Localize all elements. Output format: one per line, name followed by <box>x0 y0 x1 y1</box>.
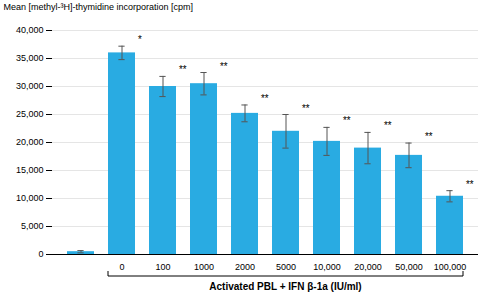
svg-text:2000: 2000 <box>235 262 255 272</box>
svg-text:**: ** <box>301 103 310 114</box>
svg-text:**: ** <box>178 64 187 75</box>
svg-text:25,000: 25,000 <box>16 109 44 119</box>
svg-text:5000: 5000 <box>276 262 296 272</box>
svg-text:1000: 1000 <box>194 262 214 272</box>
svg-text:0: 0 <box>38 249 43 259</box>
svg-text:**: ** <box>260 93 269 104</box>
svg-text:100: 100 <box>155 262 170 272</box>
svg-text:0: 0 <box>119 262 124 272</box>
svg-text:10,000: 10,000 <box>313 262 341 272</box>
svg-text:15,000: 15,000 <box>16 165 44 175</box>
svg-text:**: ** <box>219 61 228 72</box>
svg-text:**: ** <box>424 131 433 142</box>
svg-text:20,000: 20,000 <box>16 137 44 147</box>
svg-text:30,000: 30,000 <box>16 81 44 91</box>
svg-text:20,000: 20,000 <box>354 262 382 272</box>
svg-text:40,000: 40,000 <box>16 25 44 35</box>
svg-text:Mean [methyl-³H]-thymidine inc: Mean [methyl-³H]-thymidine incorporation… <box>4 2 194 12</box>
svg-text:**: ** <box>383 120 392 131</box>
svg-text:35,000: 35,000 <box>16 53 44 63</box>
svg-text:50,000: 50,000 <box>395 262 423 272</box>
svg-text:Activated PBL + IFN β-1a (IU/m: Activated PBL + IFN β-1a (IU/ml) <box>209 281 361 292</box>
svg-text:5,000: 5,000 <box>21 221 44 231</box>
svg-text:10,000: 10,000 <box>16 193 44 203</box>
svg-text:*: * <box>137 34 142 45</box>
svg-text:**: ** <box>465 179 474 190</box>
svg-text:**: ** <box>342 115 351 126</box>
svg-text:100,000: 100,000 <box>434 262 467 272</box>
